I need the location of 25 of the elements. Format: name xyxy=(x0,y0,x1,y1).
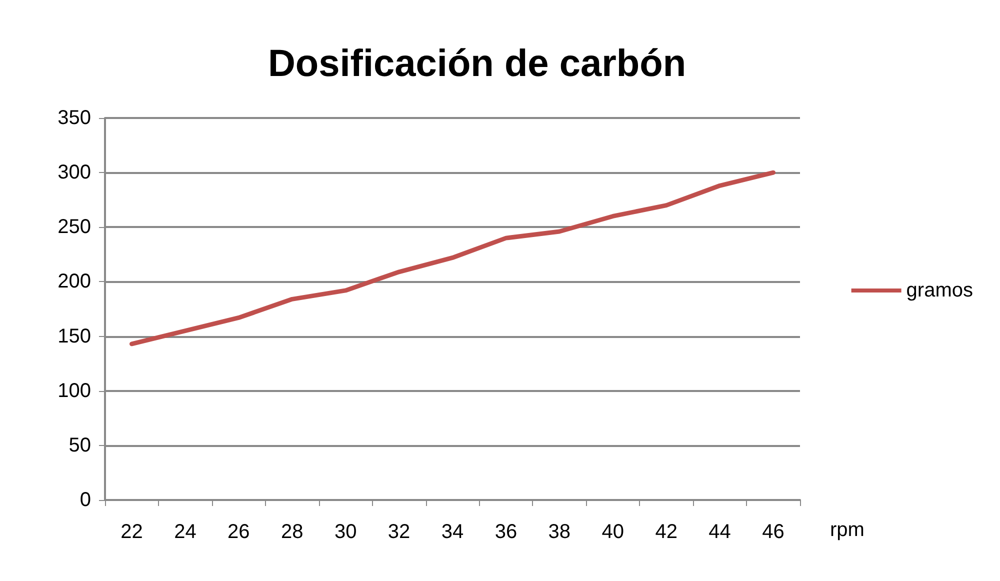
x-tick-label: 28 xyxy=(280,521,304,543)
y-tick-label: 50 xyxy=(68,434,91,456)
x-axis-title: rpm xyxy=(830,519,864,541)
y-tick-label: 300 xyxy=(58,162,91,184)
y-tick-label: 150 xyxy=(58,325,91,348)
y-tick-label: 100 xyxy=(58,380,91,402)
x-tick-label: 34 xyxy=(441,521,464,543)
legend-label: gramos xyxy=(906,280,974,302)
x-tick-label: 24 xyxy=(174,521,196,543)
x-tick-label: 44 xyxy=(708,521,731,543)
chart-title: Dosificación de carbón xyxy=(268,43,686,85)
x-tick-label: 38 xyxy=(548,521,571,543)
x-tick-label: 40 xyxy=(602,521,624,543)
y-tick-label: 350 xyxy=(58,107,91,129)
y-tick-label: 250 xyxy=(58,216,91,238)
y-tick-label: 200 xyxy=(58,270,91,293)
x-tick-label: 42 xyxy=(655,521,678,543)
y-tick-label: 0 xyxy=(80,489,91,511)
x-tick-label: 46 xyxy=(762,521,784,543)
x-tick-label: 30 xyxy=(334,521,357,543)
x-tick-label: 26 xyxy=(228,521,250,543)
x-tick-label: 22 xyxy=(120,521,143,543)
line-series xyxy=(129,170,776,346)
x-tick-label: 32 xyxy=(388,521,410,543)
x-tick-label: 36 xyxy=(494,521,518,543)
